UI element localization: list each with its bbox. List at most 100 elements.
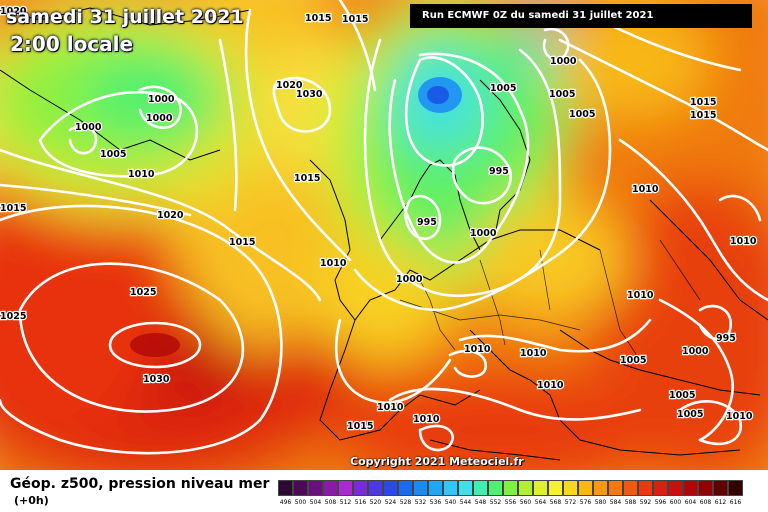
isobar-label: 1010 <box>377 402 404 413</box>
scale-swatch <box>413 480 428 496</box>
isobar-label: 1005 <box>620 355 646 366</box>
isobar-label: 1030 <box>143 374 170 385</box>
isobar-label: 1020 <box>157 210 184 221</box>
color-scale <box>278 480 743 496</box>
scale-tick-label: 496 <box>279 499 292 506</box>
scale-swatch <box>383 480 398 496</box>
isobar-label: 1025 <box>0 311 26 322</box>
isobar-label: 1025 <box>130 287 156 298</box>
scale-tick-label: 504 <box>309 499 322 506</box>
isobar-label: 1005 <box>100 149 126 160</box>
scale-tick-label: 604 <box>684 499 697 506</box>
weather-map: 1000 1000 1000 1005 1010 1015 1015 1020 … <box>0 0 768 470</box>
scale-swatch <box>293 480 308 496</box>
scale-swatch <box>578 480 593 496</box>
copyright: Copyright 2021 Meteociel.fr <box>350 455 524 468</box>
isobar-label: 1010 <box>413 414 440 425</box>
scale-tick-label: 572 <box>564 499 577 506</box>
scale-tick-label: 520 <box>369 499 382 506</box>
scale-tick-label: 564 <box>534 499 547 506</box>
isobar-label: 1015 <box>347 421 373 432</box>
scale-swatch <box>713 480 728 496</box>
scale-swatch <box>428 480 443 496</box>
scale-tick-label: 584 <box>609 499 622 506</box>
scale-swatch <box>728 480 743 496</box>
scale-swatch <box>623 480 638 496</box>
isobar-label: 1010 <box>520 348 547 359</box>
scale-tick-label: 608 <box>699 499 712 506</box>
scale-swatch <box>308 480 323 496</box>
isobar-label: 1010 <box>632 184 659 195</box>
scale-swatch <box>323 480 338 496</box>
legend-bar: Géop. z500, pression niveau mer (+0h) 49… <box>0 470 768 512</box>
scale-tick-label: 568 <box>549 499 562 506</box>
isobar-label: 1015 <box>0 203 26 214</box>
scale-swatch <box>638 480 653 496</box>
scale-swatch <box>653 480 668 496</box>
isobar-label: 1010 <box>627 290 654 301</box>
scale-swatch <box>458 480 473 496</box>
scale-swatch <box>698 480 713 496</box>
scale-tick-label: 548 <box>474 499 487 506</box>
legend-title: Géop. z500, pression niveau mer <box>10 476 270 492</box>
scale-tick-label: 544 <box>459 499 472 506</box>
isobar-label: 1015 <box>305 13 331 24</box>
scale-tick-label: 536 <box>429 499 442 506</box>
isobar-label: 1005 <box>569 109 595 120</box>
scale-tick-label: 540 <box>444 499 457 506</box>
scale-tick-label: 580 <box>594 499 607 506</box>
isobar-label: 1005 <box>669 390 695 401</box>
scale-tick-label: 516 <box>354 499 367 506</box>
isobar-label: 995 <box>417 217 437 228</box>
scale-swatch <box>443 480 458 496</box>
scale-tick-label: 508 <box>324 499 337 506</box>
isobar-label: 1015 <box>342 14 368 25</box>
isobar-label: 1005 <box>549 89 575 100</box>
isobar-label: 1015 <box>690 110 716 121</box>
scale-swatch <box>473 480 488 496</box>
scale-swatch <box>398 480 413 496</box>
isobars <box>0 0 768 453</box>
isobar-label: 1020 <box>0 6 27 17</box>
isobar-label: 1005 <box>677 409 703 420</box>
isobar-label: 1010 <box>320 258 347 269</box>
scale-swatch <box>533 480 548 496</box>
isobar-label: 1020 <box>276 80 303 91</box>
isobar-label: 1000 <box>682 346 709 357</box>
isobar-label: 995 <box>716 333 736 344</box>
legend-subtitle: (+0h) <box>14 494 49 507</box>
isobar-label: 1000 <box>146 113 173 124</box>
scale-tick-label: 596 <box>654 499 667 506</box>
isobar-label: 1010 <box>537 380 564 391</box>
scale-tick-label: 528 <box>399 499 412 506</box>
isobar-label: 1000 <box>75 122 102 133</box>
scale-tick-label: 532 <box>414 499 427 506</box>
scale-tick-label: 616 <box>729 499 742 506</box>
color-scale-ticks: 496 500 504 508 512 516 520 524 528 532 536 540 544 5… <box>278 499 743 506</box>
isobar-label: 1015 <box>690 97 716 108</box>
isobar-label: 1015 <box>229 237 255 248</box>
run-label: Run ECMWF 0Z du samedi 31 juillet 2021 <box>410 4 752 28</box>
forecast-date: samedi 31 juillet 2021 <box>6 6 244 28</box>
scale-swatch <box>548 480 563 496</box>
isobar-label: 1010 <box>128 169 155 180</box>
isobar-label: 1000 <box>470 228 497 239</box>
scale-swatch <box>353 480 368 496</box>
scale-tick-label: 512 <box>339 499 352 506</box>
scale-swatch <box>683 480 698 496</box>
isobar-label: 1010 <box>726 411 753 422</box>
scale-tick-label: 588 <box>624 499 637 506</box>
scale-swatch <box>503 480 518 496</box>
scale-swatch <box>368 480 383 496</box>
scale-tick-label: 500 <box>294 499 307 506</box>
isobar-label: 1030 <box>296 89 323 100</box>
scale-swatch <box>338 480 353 496</box>
scale-swatch <box>593 480 608 496</box>
scale-tick-label: 576 <box>579 499 592 506</box>
scale-tick-label: 592 <box>639 499 652 506</box>
isobar-label: 995 <box>489 166 509 177</box>
scale-swatch <box>488 480 503 496</box>
scale-tick-label: 560 <box>519 499 532 506</box>
scale-swatch <box>278 480 293 496</box>
